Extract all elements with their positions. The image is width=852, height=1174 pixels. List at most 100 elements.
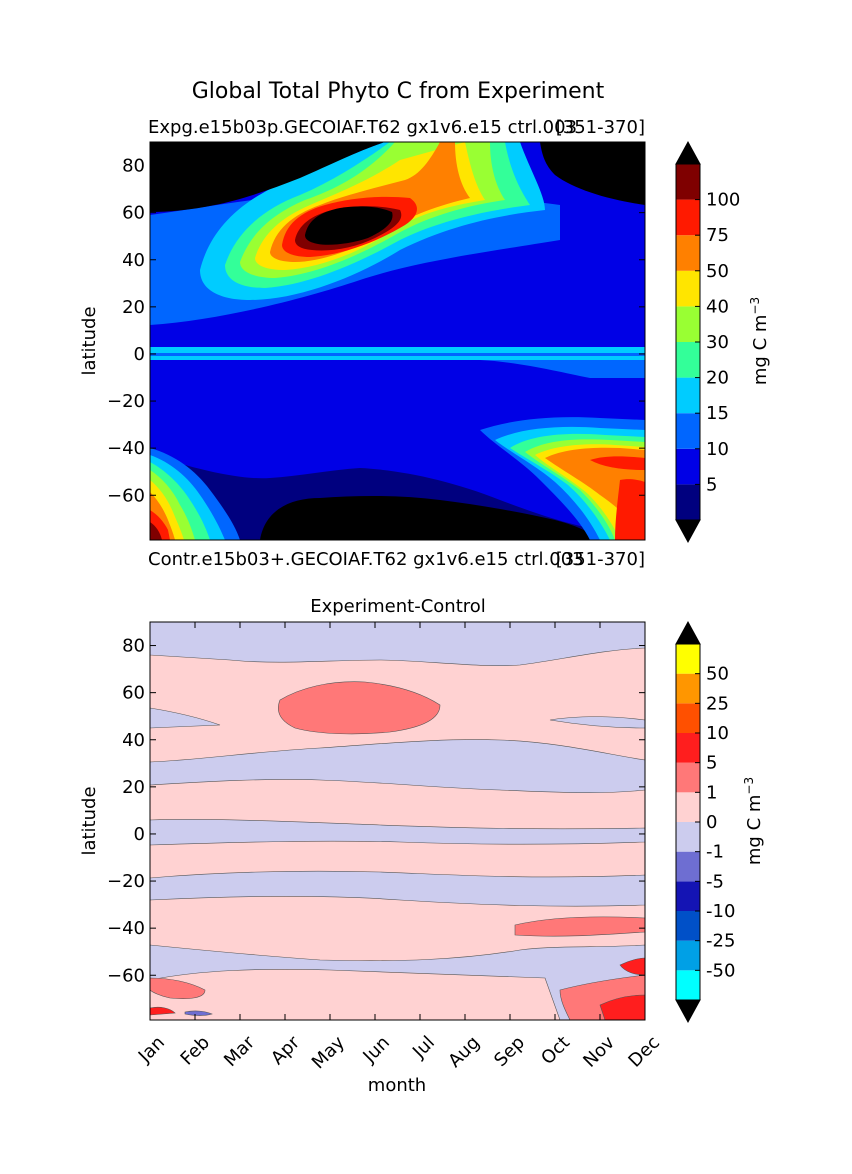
- y-tick-label: 20: [122, 777, 145, 798]
- colorbar-swatch: [676, 235, 700, 271]
- top-south-bloom-100: [590, 456, 645, 470]
- bottom-neg-patch-50: [549, 716, 645, 729]
- x-tick-label: Nov: [579, 1032, 619, 1072]
- top-equator-core: [150, 353, 645, 356]
- y-tick-label: 0: [134, 824, 145, 845]
- top-subtitle-right: [351-370]: [556, 117, 645, 138]
- top-colorbar: 5 10 15 20 30 40 50 75 100: [675, 140, 740, 544]
- bottom-colorbar-label: mg C m−3: [742, 777, 765, 865]
- bottom-y-ticks: 80 60 40 20 0 −20 −40 −60: [107, 636, 645, 986]
- y-tick-label: 40: [122, 250, 145, 271]
- colorbar-tick-label: 15: [706, 403, 729, 424]
- top-colorbar-label: mg C m−3: [748, 297, 771, 385]
- colorbar-swatch: [676, 703, 700, 733]
- colorbar-swatch: [676, 762, 700, 793]
- bottom-pos-patch-jan-strong: [150, 1006, 176, 1016]
- y-tick-label: −40: [107, 438, 145, 459]
- colorbar-extend-low: [675, 519, 701, 544]
- colorbar-tick-label: 1: [706, 782, 717, 803]
- y-tick-label: 20: [122, 297, 145, 318]
- colorbar-swatch: [676, 911, 700, 941]
- colorbar-swatch: [676, 377, 700, 414]
- x-tick-label: Dec: [625, 1032, 664, 1071]
- x-tick-label: Jun: [359, 1032, 394, 1067]
- y-tick-label: −60: [107, 965, 145, 986]
- colorbar-swatch: [676, 940, 700, 971]
- colorbar-tick-label: 25: [706, 693, 729, 714]
- x-tick-label: Apr: [267, 1032, 304, 1069]
- top-north-polar-high-late: [540, 142, 645, 205]
- bottom-neg-band-south: [150, 870, 645, 907]
- bottom-neg-patch-feb: [184, 1010, 213, 1016]
- bottom-neg-band-25: [150, 739, 645, 794]
- colorbar-tick-label: 30: [706, 332, 729, 353]
- colorbar-swatch: [676, 881, 700, 911]
- colorbar-tick-label: -5: [706, 871, 724, 892]
- colorbar-tick-label: 20: [706, 368, 729, 389]
- colorbar-swatch: [676, 164, 700, 200]
- colorbar-tick-label: 5: [706, 474, 717, 495]
- colorbar-tick-label: -1: [706, 842, 724, 863]
- colorbar-swatch: [676, 413, 700, 449]
- colorbar-tick-label: -10: [706, 901, 735, 922]
- colorbar-tick-label: 0: [706, 812, 717, 833]
- colorbar-extend-high: [675, 140, 701, 165]
- colorbar-tick-label: -25: [706, 931, 735, 952]
- y-tick-label: 0: [134, 344, 145, 365]
- y-tick-label: 60: [122, 203, 145, 224]
- y-tick-label: −40: [107, 918, 145, 939]
- bottom-neg-patch-55: [150, 707, 221, 729]
- colorbar-tick-label: 100: [706, 190, 740, 211]
- bottom-ylabel: latitude: [79, 786, 100, 855]
- y-tick-label: 40: [122, 730, 145, 751]
- top-bloom-extend-high: [305, 206, 393, 245]
- bottom-pos-patch-south-40: [514, 916, 645, 937]
- colorbar-extend-low: [675, 999, 701, 1024]
- colorbar-tick-label: 50: [706, 261, 729, 282]
- colorbar-swatch: [676, 970, 700, 1000]
- x-tick-label: Feb: [177, 1032, 214, 1069]
- colorbar-swatch: [676, 851, 700, 882]
- colorbar-swatch: [676, 644, 700, 674]
- top-panel: Expg.e15b03p.GECOIAF.T62 gx1v6.e15 ctrl.…: [79, 117, 771, 544]
- bottom-axes-frame: [149, 621, 646, 1021]
- top-y-ticks: 80 60 40 20 0 −20 −40 −60: [107, 156, 645, 506]
- colorbar-swatch: [676, 342, 700, 378]
- colorbar-swatch: [676, 199, 700, 236]
- top-ylabel: latitude: [79, 306, 100, 375]
- colorbar-swatch: [676, 270, 700, 307]
- bottom-contour-field: [150, 622, 645, 1020]
- colorbar-tick-label: 10: [706, 723, 729, 744]
- bottom-pos-band-antarctic: [150, 969, 561, 1020]
- bottom-panel: Contr.e15b03+.GECOIAF.T62 gx1v6.e15 ctrl…: [79, 549, 765, 1096]
- colorbar-swatch: [676, 792, 700, 822]
- x-tick-label: Sep: [490, 1032, 529, 1071]
- y-tick-label: 80: [122, 156, 145, 177]
- top-south-polar-low: [260, 495, 600, 540]
- y-tick-label: 80: [122, 636, 145, 657]
- colorbar-tick-label: 5: [706, 753, 717, 774]
- colorbar-tick-label: 75: [706, 225, 729, 246]
- top-subtitle-left: Expg.e15b03p.GECOIAF.T62 gx1v6.e15 ctrl.…: [148, 117, 577, 138]
- y-tick-label: −60: [107, 485, 145, 506]
- bottom-pos-patch-jan: [150, 977, 206, 1000]
- x-tick-label: Jan: [134, 1032, 169, 1067]
- colorbar-swatch: [676, 733, 700, 763]
- top-south-early-max: [150, 522, 162, 540]
- figure-title: Global Total Phyto C from Experiment: [192, 79, 605, 104]
- top-axes-frame: [149, 141, 646, 541]
- x-tick-label: May: [308, 1032, 349, 1073]
- top-contour-field: [150, 142, 645, 540]
- bottom-neg-band-equator: [150, 819, 645, 846]
- colorbar-tick-label: 40: [706, 296, 729, 317]
- colorbar-swatch: [676, 673, 700, 704]
- bottom-neg-band-north: [150, 622, 645, 666]
- top-south-bloom-100-late: [615, 479, 645, 540]
- bottom-pos-patch-south-strong-2: [599, 994, 645, 1020]
- x-tick-label: Aug: [444, 1032, 484, 1072]
- x-tick-label: Jul: [408, 1032, 439, 1063]
- x-tick-label: Mar: [220, 1032, 259, 1071]
- colorbar-tick-label: 50: [706, 664, 729, 685]
